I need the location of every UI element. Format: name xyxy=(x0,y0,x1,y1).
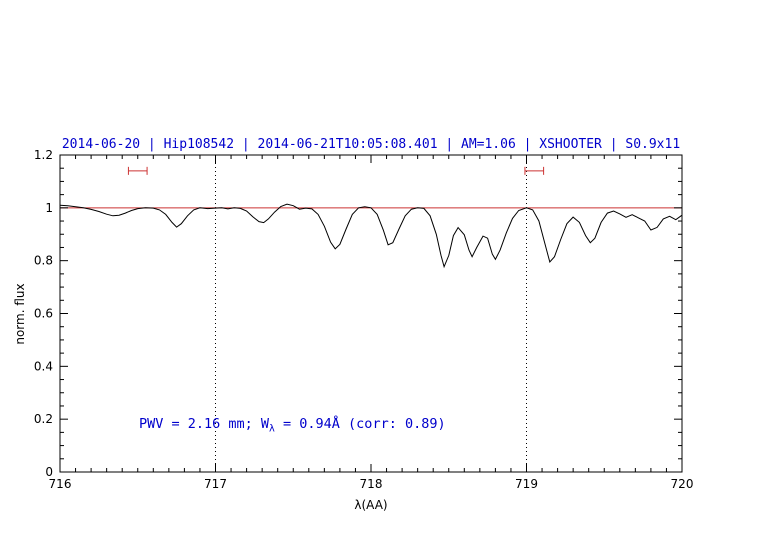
y-tick-label: 0.6 xyxy=(34,307,53,321)
x-axis-label: λ(AA) xyxy=(354,498,388,512)
plot-title: 2014-06-20 | Hip108542 | 2014-06-21T10:0… xyxy=(61,137,681,152)
x-tick-label: 716 xyxy=(49,477,72,491)
y-tick-label: 1 xyxy=(45,201,53,215)
pwv-annotation-pre: PWV = 2.16 mm; W xyxy=(139,416,270,432)
y-tick-label: 0.8 xyxy=(34,254,53,268)
x-tick-label: 720 xyxy=(671,477,694,491)
y-tick-label: 1.2 xyxy=(34,148,53,162)
y-tick-label: 0 xyxy=(45,465,53,479)
pwv-annotation: PWV = 2.16 mm; Wλ = 0.94Å (corr: 0.89) xyxy=(139,416,446,435)
x-tick-label: 719 xyxy=(515,477,538,491)
y-tick-label: 0.2 xyxy=(34,412,53,426)
y-tick-label: 0.4 xyxy=(34,359,53,373)
y-axis-label: norm. flux xyxy=(13,283,27,345)
pwv-annotation-post: = 0.94Å (corr: 0.89) xyxy=(274,416,446,432)
spectrum-line xyxy=(59,203,683,269)
x-tick-label: 717 xyxy=(204,477,227,491)
x-tick-label: 718 xyxy=(360,477,383,491)
pwv-annotation-lambda-subscript: λ xyxy=(269,423,275,435)
